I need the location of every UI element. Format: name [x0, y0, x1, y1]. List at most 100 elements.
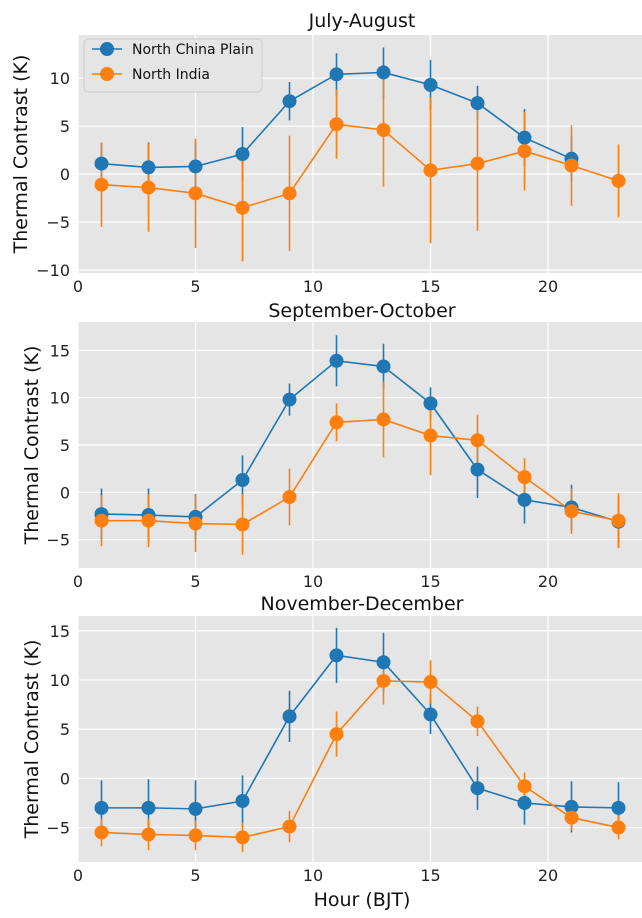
- y-tick-label: 10: [50, 389, 70, 408]
- data-point-north-india: [611, 513, 626, 528]
- data-point-north-india: [611, 820, 626, 835]
- legend-box: [83, 38, 263, 93]
- legend-label-north-india: North India: [132, 67, 210, 83]
- data-point-north-china-plain: [141, 800, 156, 815]
- marks-3: [94, 627, 626, 853]
- grid-2: [77, 322, 642, 568]
- series-line-north-india: [101, 123, 619, 209]
- data-point-north-china-plain: [423, 77, 438, 92]
- data-point-north-india: [423, 674, 438, 689]
- y-axis-label-1: Thermal Contrast (K): [10, 55, 32, 255]
- data-point-north-india: [564, 158, 579, 173]
- y-tick-label: 5: [60, 720, 70, 739]
- y-tick-label: −5: [46, 531, 70, 550]
- data-point-north-china-plain: [564, 799, 579, 814]
- data-point-north-india: [235, 830, 250, 845]
- data-point-north-china-plain: [141, 160, 156, 175]
- panel-2: 0 5 10 15 20 −5 0 5 10 15 September-October Therm…: [21, 300, 642, 591]
- panel-3: 0 5 10 15 20 −5 0 5 10 15 November-December Therm…: [21, 593, 642, 885]
- data-point-north-china-plain: [188, 159, 203, 174]
- data-point-north-india: [376, 123, 391, 138]
- y-axis-label-2: Thermal Contrast (K): [21, 346, 43, 546]
- data-point-north-china-plain: [376, 65, 391, 80]
- data-point-north-china-plain: [611, 800, 626, 815]
- data-point-north-india: [329, 117, 344, 132]
- legend-label-north-china-plain: North China Plain: [132, 42, 254, 58]
- data-point-north-china-plain: [376, 359, 391, 374]
- data-point-north-china-plain: [470, 462, 485, 477]
- data-point-north-china-plain: [329, 648, 344, 663]
- data-point-north-india: [188, 186, 203, 201]
- series-line-north-china-plain: [101, 359, 619, 523]
- y-tick-label: −5: [46, 819, 70, 838]
- y-tick-label: −5: [46, 213, 70, 232]
- data-point-north-india: [282, 819, 297, 834]
- x-tick-label: 5: [190, 572, 200, 591]
- y-tick-label: 5: [60, 436, 70, 455]
- series-line-north-india: [101, 418, 619, 526]
- data-point-north-china-plain: [188, 801, 203, 816]
- data-point-north-china-plain: [517, 130, 532, 145]
- panel-title-2: September-October: [268, 300, 455, 322]
- y-tick-label: 10: [50, 69, 70, 88]
- y-tick-label: 0: [60, 483, 70, 502]
- panel-title-1: July-August: [308, 10, 416, 32]
- grid-3: [77, 616, 642, 862]
- data-point-north-india: [423, 428, 438, 443]
- data-point-north-china-plain: [94, 156, 109, 171]
- data-point-north-china-plain: [517, 795, 532, 810]
- legend: North China Plain North India: [83, 38, 263, 93]
- data-point-north-india: [188, 828, 203, 843]
- series-line-north-china-plain: [101, 654, 619, 810]
- ticks-3: 0 5 10 15 20 −5 0 5 10 15: [46, 622, 558, 885]
- data-point-north-china-plain: [282, 94, 297, 109]
- data-point-north-india: [141, 180, 156, 195]
- data-point-north-china-plain: [470, 96, 485, 111]
- data-point-north-india: [94, 513, 109, 528]
- data-point-north-china-plain: [423, 707, 438, 722]
- x-tick-label: 0: [73, 277, 83, 296]
- data-point-north-india: [329, 415, 344, 430]
- data-point-north-india: [470, 156, 485, 171]
- data-point-north-india: [94, 177, 109, 192]
- y-tick-label: −10: [36, 261, 70, 280]
- legend-marker-north-china-plain: [100, 42, 114, 56]
- legend-marker-north-india: [100, 67, 114, 81]
- y-axis-label-3: Thermal Contrast (K): [21, 640, 43, 840]
- data-point-north-china-plain: [423, 396, 438, 411]
- data-point-north-china-plain: [94, 800, 109, 815]
- data-point-north-india: [517, 470, 532, 485]
- data-point-north-india: [141, 827, 156, 842]
- data-point-north-india: [282, 186, 297, 201]
- x-tick-label: 15: [420, 866, 440, 885]
- series-line-north-india: [101, 680, 619, 839]
- data-point-north-china-plain: [235, 147, 250, 161]
- data-point-north-india: [470, 714, 485, 729]
- data-point-north-india: [235, 517, 250, 532]
- x-tick-label: 20: [538, 866, 558, 885]
- data-point-north-china-plain: [282, 392, 297, 407]
- data-point-north-china-plain: [470, 781, 485, 796]
- data-point-north-india: [188, 516, 203, 531]
- x-tick-label: 20: [538, 277, 558, 296]
- data-point-north-india: [564, 504, 579, 519]
- y-tick-label: 0: [60, 165, 70, 184]
- panel-1: 0 5 10 15 20 −10 −5 0 5 10 July-August Thermal Co…: [10, 10, 642, 296]
- data-point-north-india: [376, 412, 391, 427]
- x-tick-label: 10: [303, 866, 323, 885]
- x-tick-label: 10: [303, 572, 323, 591]
- data-point-north-india: [564, 810, 579, 825]
- x-tick-label: 5: [190, 866, 200, 885]
- data-point-north-india: [94, 825, 109, 840]
- y-tick-label: 0: [60, 769, 70, 788]
- ticks-2: 0 5 10 15 20 −5 0 5 10 15: [46, 341, 558, 591]
- x-tick-label: 0: [73, 866, 83, 885]
- data-point-north-china-plain: [235, 793, 250, 808]
- y-tick-label: 15: [50, 341, 70, 360]
- data-point-north-india: [282, 490, 297, 505]
- y-tick-label: 10: [50, 671, 70, 690]
- data-point-north-india: [235, 200, 250, 215]
- x-tick-label: 0: [73, 572, 83, 591]
- marks-2: [94, 335, 626, 555]
- marks-1: [94, 47, 626, 262]
